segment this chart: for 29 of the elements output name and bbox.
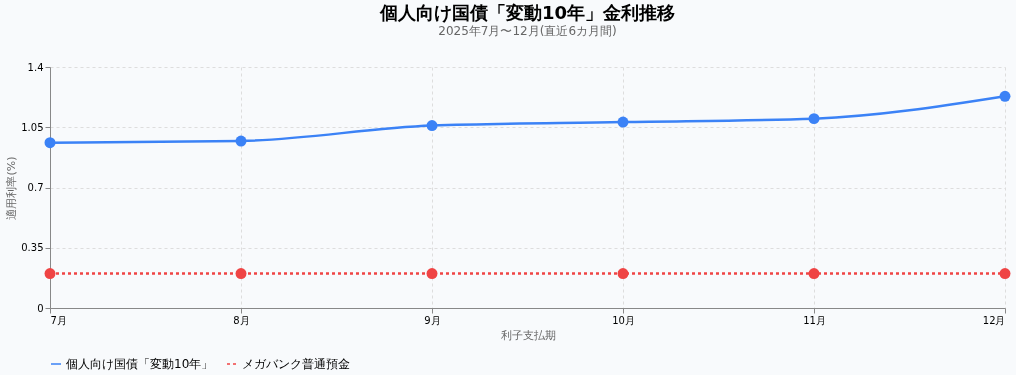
y-tick-label: 0 — [37, 302, 44, 314]
x-axis-title: 利子支払期 — [500, 328, 556, 342]
x-tick-label: 12月 — [982, 314, 1006, 326]
x-tick-label: 7月 — [50, 314, 67, 326]
y-tick-label: 0.35 — [21, 242, 44, 254]
point — [808, 113, 820, 125]
y-axis-title: 適用利率(%) — [5, 156, 19, 220]
x-tick-label: 10月 — [612, 314, 635, 326]
point — [44, 137, 56, 149]
point — [617, 116, 629, 128]
point — [426, 268, 438, 280]
legend-label: メガバンク普通預金 — [242, 357, 350, 371]
y-tick-label: 1.05 — [21, 121, 44, 133]
chart-title: 個人向け国債「変動10年」金利推移 — [378, 2, 676, 23]
x-tick-label: 8月 — [233, 314, 250, 326]
point — [999, 268, 1011, 280]
chart-subtitle: 2025年7月〜12月(直近6カ月間) — [438, 24, 617, 38]
point — [235, 135, 247, 147]
point — [44, 268, 56, 280]
x-tick-label: 9月 — [424, 314, 441, 326]
legend-label: 個人向け国債「変動10年」 — [66, 357, 214, 371]
point — [999, 90, 1011, 102]
y-tick-label: 1.4 — [27, 61, 44, 73]
point — [808, 268, 820, 280]
point — [617, 268, 629, 280]
point — [235, 268, 247, 280]
x-tick-label: 11月 — [803, 314, 826, 326]
point — [426, 120, 438, 131]
y-tick-label: 0.7 — [27, 182, 44, 193]
